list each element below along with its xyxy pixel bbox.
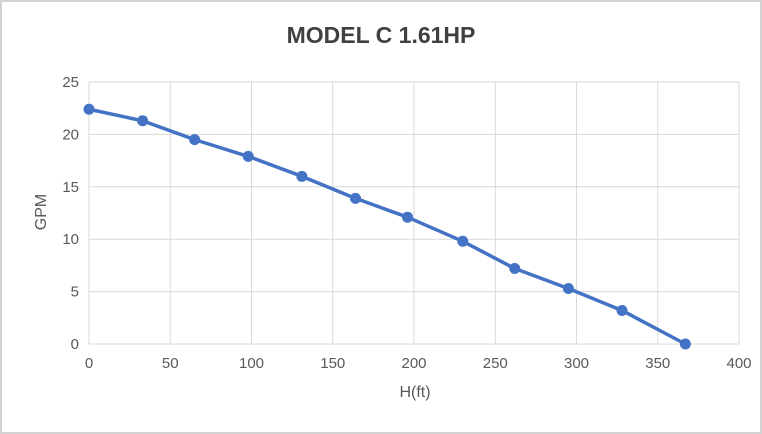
- x-tick-label: 200: [401, 355, 426, 372]
- data-point-marker: [242, 150, 254, 162]
- data-point-marker: [189, 134, 201, 146]
- data-point-marker: [350, 192, 361, 204]
- x-axis-title: H(ft): [399, 384, 431, 401]
- x-tick-label: 50: [162, 355, 179, 372]
- data-point-marker: [457, 235, 469, 247]
- y-tick-label: 25: [62, 74, 79, 91]
- data-point-marker: [296, 170, 308, 182]
- x-tick-label: 100: [239, 355, 264, 372]
- x-tick-label: 250: [483, 355, 508, 372]
- data-point-marker: [562, 282, 574, 294]
- x-tick-label: 0: [85, 355, 93, 372]
- series-line: [87, 107, 688, 346]
- data-point-marker: [679, 338, 691, 350]
- data-point-marker: [509, 263, 521, 275]
- y-tick-label: 10: [62, 231, 79, 248]
- y-tick-label: 20: [62, 126, 79, 143]
- x-tick-label: 350: [645, 355, 670, 372]
- data-point-marker: [616, 304, 628, 316]
- data-point-marker: [83, 103, 95, 115]
- y-tick-label: 15: [62, 179, 79, 196]
- x-tick-label: 400: [726, 355, 751, 372]
- x-tick-label: 300: [564, 355, 589, 372]
- data-point-marker: [137, 115, 149, 127]
- chart-title: MODEL C 1.61HP: [286, 22, 476, 48]
- y-tick-label: 5: [71, 284, 79, 301]
- data-point-marker: [402, 211, 413, 223]
- x-tick-label: 150: [320, 355, 345, 372]
- y-tick-label: 0: [71, 336, 79, 353]
